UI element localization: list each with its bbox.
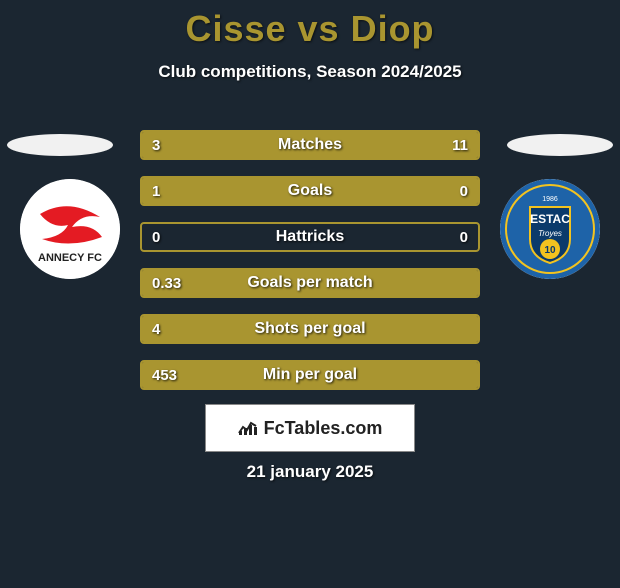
stat-row: 3Matches11 (140, 130, 480, 160)
stat-row: 0.33Goals per match (140, 268, 480, 298)
page-subtitle: Club competitions, Season 2024/2025 (0, 62, 620, 82)
stat-value-right: 11 (452, 137, 468, 154)
stat-label: Hattricks (142, 228, 478, 246)
shadow-ellipse-right (507, 134, 613, 156)
stat-label: Goals per match (142, 274, 478, 292)
chart-icon (238, 419, 258, 438)
stats-container: 3Matches111Goals00Hattricks00.33Goals pe… (140, 130, 480, 406)
svg-text:Troyes: Troyes (538, 229, 562, 238)
site-brand-text: FcTables.com (264, 418, 383, 439)
site-brand-badge: FcTables.com (205, 404, 415, 452)
generation-date: 21 january 2025 (0, 462, 620, 482)
annecy-logo-icon: ANNECY FC (20, 179, 120, 279)
svg-text:10: 10 (544, 245, 556, 256)
team-badge-left: ANNECY FC (20, 179, 120, 279)
svg-text:ESTAC: ESTAC (530, 212, 570, 226)
svg-text:1986: 1986 (542, 196, 558, 203)
stat-row: 453Min per goal (140, 360, 480, 390)
stat-label: Matches (142, 136, 478, 154)
troyes-logo-icon: ESTAC Troyes 10 1986 (500, 179, 600, 279)
annecy-logo-text: ANNECY FC (38, 252, 102, 264)
stat-value-right: 0 (460, 229, 468, 246)
stat-row: 4Shots per goal (140, 314, 480, 344)
page-title: Cisse vs Diop (0, 8, 620, 50)
shadow-ellipse-left (7, 134, 113, 156)
stat-value-right: 0 (460, 183, 468, 200)
stat-row: 0Hattricks0 (140, 222, 480, 252)
stat-row: 1Goals0 (140, 176, 480, 206)
stat-label: Shots per goal (142, 320, 478, 338)
stat-label: Goals (142, 182, 478, 200)
stat-label: Min per goal (142, 366, 478, 384)
team-badge-right: ESTAC Troyes 10 1986 (500, 179, 600, 279)
